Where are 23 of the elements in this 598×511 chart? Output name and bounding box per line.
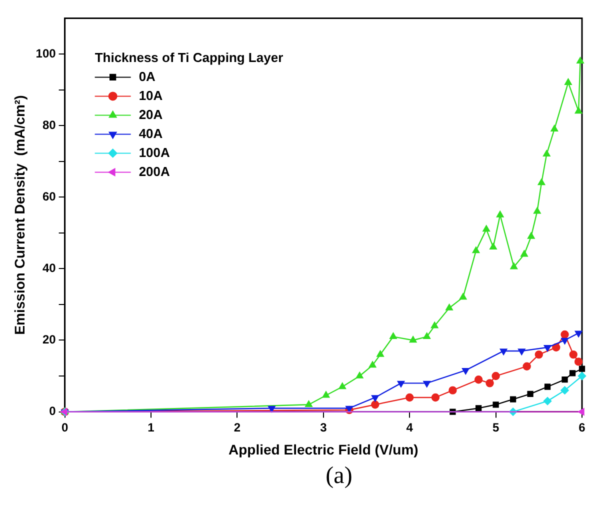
- x-tick-label: 4: [406, 420, 414, 434]
- legend-label: 20A: [138, 106, 164, 122]
- x-tick-label: 5: [492, 420, 500, 434]
- y-axis-title: Emission Current Density (mA/cm²): [11, 95, 28, 335]
- legend-label: 0A: [138, 68, 156, 84]
- legend-label: 200A: [138, 164, 171, 179]
- x-tick-label: 6: [578, 420, 586, 434]
- y-tick-label: 60: [42, 189, 56, 204]
- y-tick-label: 40: [42, 260, 56, 275]
- text: (a): [324, 463, 354, 490]
- legend-label: 100A: [138, 144, 171, 160]
- legend-label: 10A: [138, 88, 164, 103]
- y-tick-label: 20: [42, 332, 56, 347]
- x-tick-label: 0: [61, 420, 68, 434]
- x-axis-title: Applied Electric Field (V/um): [228, 441, 418, 458]
- x-tick-label: 2: [234, 420, 241, 434]
- legend-title: Thickness of Ti Capping Layer: [94, 50, 284, 65]
- x-tick-label: 3: [320, 420, 328, 434]
- y-tick-label: 100: [36, 46, 56, 60]
- y-tick-label: 0: [49, 404, 56, 418]
- legend-label: 40A: [138, 126, 164, 141]
- x-tick-label: 1: [148, 420, 155, 434]
- y-tick-label: 80: [42, 118, 56, 132]
